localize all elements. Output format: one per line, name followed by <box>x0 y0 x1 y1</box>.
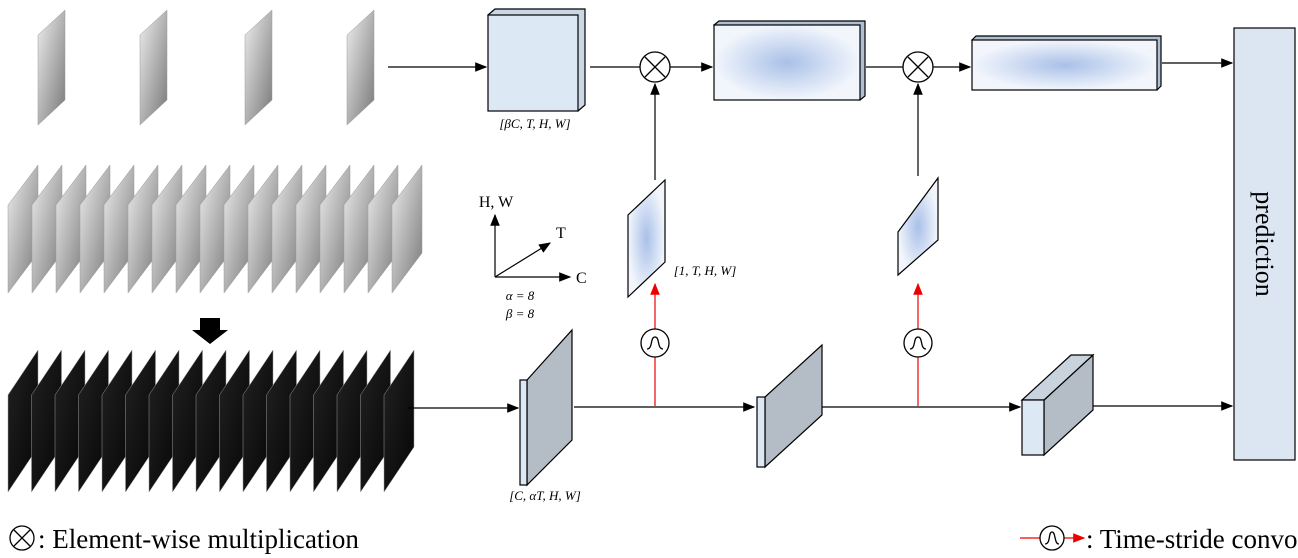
slow-shape: [βC, T, H, W] <box>499 116 570 131</box>
axis-label: H, W <box>479 194 514 211</box>
axis-label: C <box>576 270 587 287</box>
frames <box>8 10 422 492</box>
frame <box>245 10 272 125</box>
blocks <box>488 9 1295 485</box>
prediction-label: prediction <box>1250 191 1279 296</box>
axis-label: T <box>556 225 566 242</box>
frame <box>347 10 374 125</box>
down-arrow <box>192 318 228 344</box>
legend-text: : Element-wise multiplication <box>38 524 359 554</box>
attention-shape: [1, T, H, W] <box>674 263 737 278</box>
param: α = 8 <box>506 288 535 303</box>
diagram: [βC, T, H, W] [1, T, H, W] [C, αT, H, W]… <box>0 0 1298 558</box>
param: β = 8 <box>505 306 535 321</box>
frame <box>38 10 65 125</box>
multiply-ops <box>10 52 933 550</box>
conv-ops <box>641 284 1084 550</box>
fast-shape: [C, αT, H, W] <box>509 488 581 503</box>
legend-text: : Time-stride convolution <box>1086 524 1298 554</box>
frame <box>140 10 167 125</box>
